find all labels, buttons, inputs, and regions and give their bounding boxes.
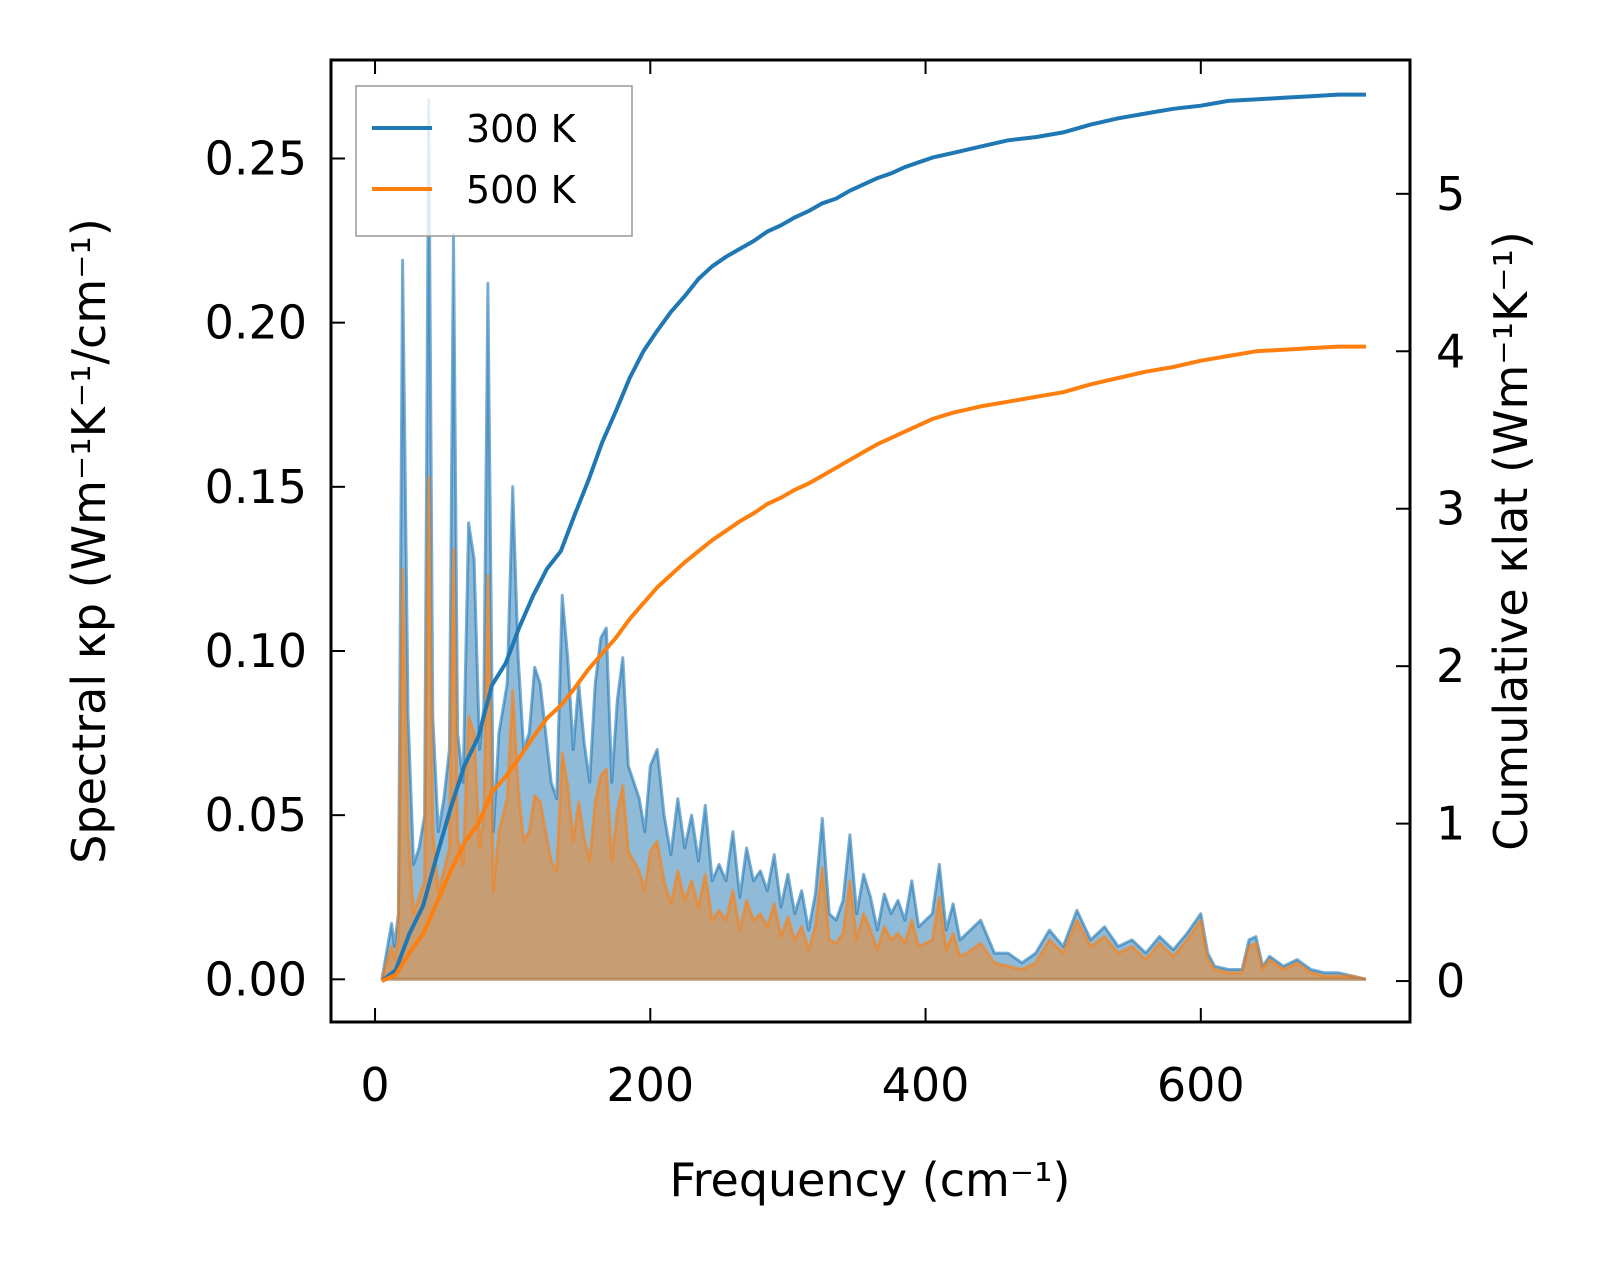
y-tick-label-right: 3: [1436, 482, 1465, 536]
spectral-line-300k: [380, 97, 1367, 981]
y-tick-label-left: 0.00: [205, 952, 307, 1006]
legend-label-500k: 500 K: [466, 168, 577, 212]
legend: 300 K 500 K: [355, 85, 633, 237]
y-tick-label-right: 2: [1436, 639, 1465, 693]
plot-area: [380, 92, 1367, 983]
cumulative-line-500k: [381, 344, 1366, 983]
spectral-fill-500k: [381, 477, 1366, 980]
y-tick-label-left: 0.15: [205, 460, 307, 514]
x-tick-label: 400: [882, 1058, 970, 1112]
y-axis-title-right: Cumulative κlat (Wm⁻¹K⁻¹): [1484, 231, 1538, 851]
y-tick-label-right: 1: [1436, 797, 1465, 851]
y-tick-label-left: 0.20: [205, 296, 307, 350]
spectral-line-500k: [380, 475, 1367, 981]
cumulative-line-layer: [380, 92, 1366, 983]
y-tick-label-left: 0.25: [205, 131, 307, 185]
y-tick-label-right: 4: [1436, 324, 1465, 378]
y-axis-title-left: Spectral κp (Wm⁻¹K⁻¹/cm⁻¹): [62, 218, 116, 864]
y-tick-label-left: 0.05: [205, 788, 307, 842]
cumulative-line-300k: [380, 92, 1366, 983]
x-axis-title: Frequency (cm⁻¹): [670, 1153, 1071, 1207]
y-tick-label-left: 0.10: [205, 624, 307, 678]
y-tick-label-right: 0: [1436, 954, 1465, 1008]
x-tick-label: 200: [606, 1058, 694, 1112]
tick-label-layer: 0 200 400 600 0.00 0.05 0.10 0.15 0.20 0.25 0 1 2 3 4 5: [205, 131, 1466, 1112]
spectral-line-layer: [380, 97, 1367, 981]
x-tick-label: 600: [1157, 1058, 1245, 1112]
y-tick-label-right: 5: [1436, 167, 1465, 221]
plot-frame: [329, 58, 1412, 1024]
legend-box: [355, 85, 633, 237]
tick-layer: [331, 60, 1410, 1022]
x-tick-label: 0: [360, 1058, 389, 1112]
legend-label-300k: 300 K: [466, 107, 577, 151]
